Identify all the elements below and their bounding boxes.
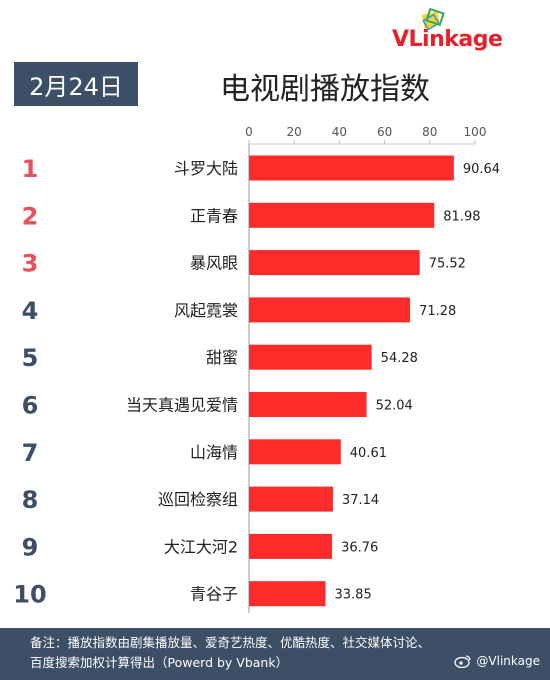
category-label: 巡回检察组	[158, 490, 238, 509]
bar	[249, 202, 435, 228]
category-label: 当天真遇见爱情	[126, 396, 238, 415]
rank-label: 10	[13, 581, 46, 609]
category-label: 甜蜜	[206, 348, 238, 367]
weibo-handle[interactable]: @Vlinkage	[454, 654, 540, 668]
rank-label: 1	[22, 155, 39, 183]
vlinkage-logo: VLinkage	[392, 8, 532, 52]
footer-note-line1: 备注：播放指数由剧集播放量、爱奇艺热度、优酷热度、社交媒体讨论、	[30, 635, 431, 650]
weibo-handle-text: @Vlinkage	[476, 654, 540, 668]
brand-name: VLinkage	[392, 27, 503, 52]
data-label: 90.64	[463, 162, 500, 177]
page-title: 电视剧播放指数	[220, 72, 430, 107]
rank-label: 9	[22, 533, 39, 561]
x-tick-label: 40	[332, 125, 347, 139]
rank-label: 5	[22, 344, 39, 372]
category-label: 大江大河2	[164, 537, 238, 556]
footer-note-line2: 百度搜索加权计算得出（Powerd by Vbank）	[30, 655, 289, 670]
data-label: 75.52	[429, 257, 466, 272]
bar	[249, 533, 333, 559]
data-label: 81.98	[443, 209, 480, 224]
x-tick-label: 60	[377, 125, 392, 139]
footer-note: 备注：播放指数由剧集播放量、爱奇艺热度、优酷热度、社交媒体讨论、 百度搜索加权计…	[0, 628, 550, 680]
bar	[249, 581, 326, 607]
data-label: 33.85	[335, 588, 372, 603]
rank-label: 7	[22, 439, 39, 467]
category-label: 斗罗大陆	[174, 159, 238, 178]
bar	[249, 250, 420, 276]
rank-label: 4	[22, 297, 39, 325]
data-label: 54.28	[381, 351, 418, 366]
rank-label: 6	[22, 392, 39, 420]
category-label: 正青春	[190, 206, 238, 225]
bar	[249, 155, 454, 181]
weibo-icon	[454, 655, 472, 668]
data-label: 40.61	[350, 446, 387, 461]
data-label: 37.14	[342, 493, 379, 508]
rank-label: 8	[22, 486, 39, 514]
data-label: 71.28	[419, 304, 456, 319]
bar	[249, 392, 367, 417]
date-badge: 2月24日	[14, 62, 138, 106]
rank-label: 3	[22, 250, 39, 278]
data-label: 36.76	[341, 540, 378, 555]
category-label: 暴风眼	[190, 254, 238, 273]
bar	[249, 297, 411, 323]
rank-label: 2	[22, 202, 39, 230]
x-tick-label: 0	[245, 125, 253, 139]
category-label: 山海情	[190, 443, 238, 462]
data-label: 52.04	[376, 399, 413, 414]
bar-chart: 0 20 40 60 80 100 1 斗罗大陆 90.64 2 正青春 81.98 3 暴风眼 75.52…	[13, 125, 500, 613]
category-label: 风起霓裳	[174, 301, 238, 320]
category-label: 青谷子	[190, 585, 238, 604]
bar	[249, 344, 372, 370]
x-tick-label: 100	[464, 125, 487, 139]
x-tick-label: 20	[287, 125, 302, 139]
bar	[249, 486, 333, 512]
bar	[249, 439, 341, 465]
logo-mark-icon	[421, 8, 445, 31]
x-tick-label: 80	[422, 125, 437, 139]
